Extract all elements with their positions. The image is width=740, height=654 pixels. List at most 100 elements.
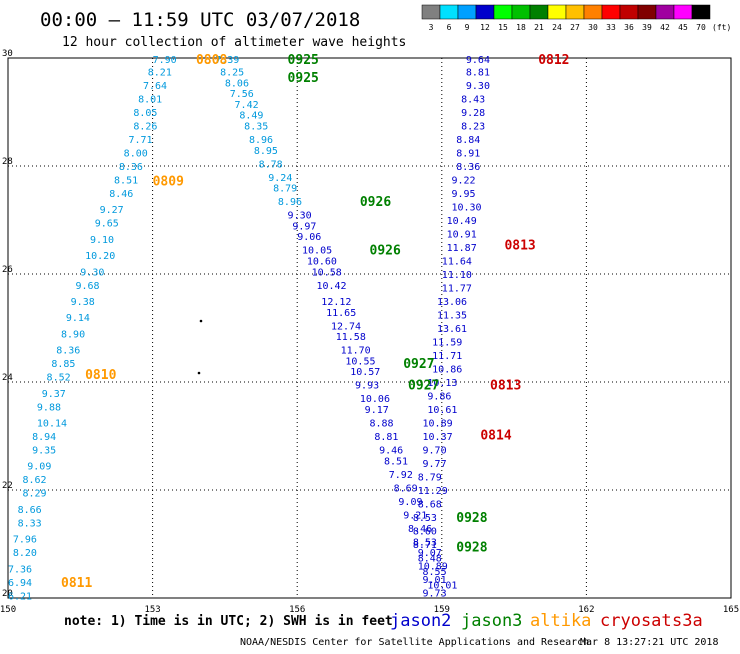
wave-height-point: 8.36 [456, 162, 480, 173]
wave-height-point: 8.26 [133, 122, 157, 133]
x-tick-label: 165 [723, 605, 739, 615]
pass-time-label: 0810 [85, 368, 116, 383]
wave-height-point: 8.62 [22, 475, 46, 486]
wave-height-point: 11.64 [442, 257, 472, 268]
wave-height-point: 10.89 [423, 419, 453, 430]
wave-height-point: 8.96 [278, 197, 302, 208]
wave-height-point: 7.71 [129, 135, 153, 146]
wave-height-point: 10.57 [350, 367, 380, 378]
wave-height-point: 9.30 [466, 81, 490, 92]
footer-credit: NOAA/NESDIS Center for Satellite Applica… [240, 637, 589, 648]
wave-height-point: 10.42 [316, 281, 346, 292]
pass-time-label: 0813 [504, 238, 535, 253]
wave-height-point: 9.37 [42, 389, 66, 400]
wave-height-point: 8.48 [418, 554, 442, 565]
x-axis: 150 153 156 159 162 165 [0, 605, 739, 615]
legend-entry: jason2 [390, 611, 451, 631]
wave-height-point: 10.05 [302, 246, 332, 257]
pass-labels: 0808 0925 0925 0809 0926 0926 0810 0927 0927 0812… [61, 53, 569, 591]
wave-height-point: 10.89 [418, 562, 448, 573]
wave-height-point: 8.01 [138, 95, 162, 106]
wave-height-point: 7.90 [153, 55, 177, 66]
wave-height-point: 9.65 [95, 219, 119, 230]
wave-height-point: 8.51 [384, 456, 408, 467]
wave-height-point: 8.96 [249, 135, 273, 146]
wave-height-point: 8.81 [466, 68, 490, 79]
colorbar-unit: (ft) [712, 23, 731, 32]
y-tick-label: 20 [2, 589, 13, 599]
colorbar-swatch [511, 4, 531, 20]
wave-height-point: 11.77 [442, 284, 472, 295]
wave-height-point: 10.20 [85, 251, 115, 262]
colorbar-label: 39 [642, 23, 652, 32]
pass-time-label: 0808 [196, 53, 227, 68]
legend-entry: cryosat [600, 611, 672, 631]
wave-height-point: 8.91 [456, 149, 480, 160]
wave-height-point: 9.21 [403, 510, 427, 521]
wave-height-point: 8.33 [18, 518, 42, 529]
wave-height-point: 10.60 [307, 257, 337, 268]
wave-height-point: 10.13 [427, 378, 457, 389]
wave-height-point: 8.36 [119, 162, 143, 173]
wave-height-point: 8.78 [259, 159, 283, 170]
colorbar-label: 45 [678, 23, 688, 32]
colorbar-label: 12 [480, 23, 490, 32]
wave-height-point: 9.06 [297, 232, 321, 243]
wave-height-point: 10.61 [427, 405, 457, 416]
wave-height-point: 9.28 [461, 108, 485, 119]
wave-height-point: 8.79 [273, 184, 297, 195]
colorbar-label: 24 [552, 23, 562, 32]
wave-height-point: 7.39 [215, 55, 239, 66]
x-tick-label: 153 [144, 605, 160, 615]
wave-height-point: 9.30 [80, 267, 104, 278]
colorbar-swatch [601, 4, 621, 20]
pass-time-label: 0925 [288, 71, 319, 86]
legend-entry: s3a [672, 611, 703, 631]
legend-entry: altika [530, 611, 591, 631]
pass-time-label: 0925 [288, 53, 319, 68]
colorbar-label: 6 [447, 23, 452, 32]
wave-height-point: 8.46 [109, 189, 133, 200]
wave-height-point: 8.20 [13, 548, 37, 559]
colorbar-swatch [691, 4, 711, 20]
wave-height-point: 8.46 [408, 524, 432, 535]
colorbar-label: 21 [534, 23, 544, 32]
pass-time-label: 0811 [61, 576, 92, 591]
pass-time-label: 0812 [538, 53, 569, 68]
colorbar-label: 30 [588, 23, 598, 32]
wave-height-point: 9.35 [32, 446, 56, 457]
wave-height-point: 8.25 [220, 68, 244, 79]
wave-height-point: 8.88 [370, 419, 394, 430]
wave-height-point: 8.85 [51, 359, 75, 370]
wave-height-point: 7.36 [8, 564, 32, 575]
wave-height-point: 8.00 [124, 149, 148, 160]
wave-height-point: 6.94 [8, 578, 32, 589]
wave-height-point: 9.93 [355, 381, 379, 392]
colorbar-label: 18 [516, 23, 526, 32]
wave-height-point: 10.14 [37, 419, 67, 430]
footer-timestamp: Mar 8 13:27:21 UTC 2018 [580, 637, 718, 648]
wave-height-point: 8.49 [239, 111, 263, 122]
wave-height-point: 8.51 [114, 176, 138, 187]
colorbar: 3 6 9 12 15 18 21 24 27 30 33 36 39 42 45 70 (ft) [421, 4, 731, 32]
wave-height-point: 11.59 [432, 338, 462, 349]
y-tick-label: 28 [2, 157, 13, 167]
wave-height-point: 8.84 [456, 135, 480, 146]
wave-height-point: 9.95 [451, 189, 475, 200]
wave-height-point: 8.60 [413, 527, 437, 538]
colorbar-swatch [529, 4, 549, 20]
wave-height-point: 8.53 [413, 513, 437, 524]
y-tick-label: 30 [2, 49, 13, 59]
wave-height-point: 8.21 [148, 68, 172, 79]
wave-height-point: 8.66 [18, 505, 42, 516]
footer-note: note: 1) Time is in UTC; 2) SWH is in fe… [64, 614, 393, 629]
wave-height-point: 9.14 [66, 313, 90, 324]
colorbar-swatch [655, 4, 675, 20]
pass-time-label: 0926 [370, 244, 401, 259]
wave-height-point: 9.73 [423, 589, 447, 600]
colorbar-label: 15 [498, 23, 508, 32]
wave-height-point: 11.58 [336, 332, 366, 343]
wave-height-point: 11.65 [326, 308, 356, 319]
colorbar-label: 36 [624, 23, 634, 32]
